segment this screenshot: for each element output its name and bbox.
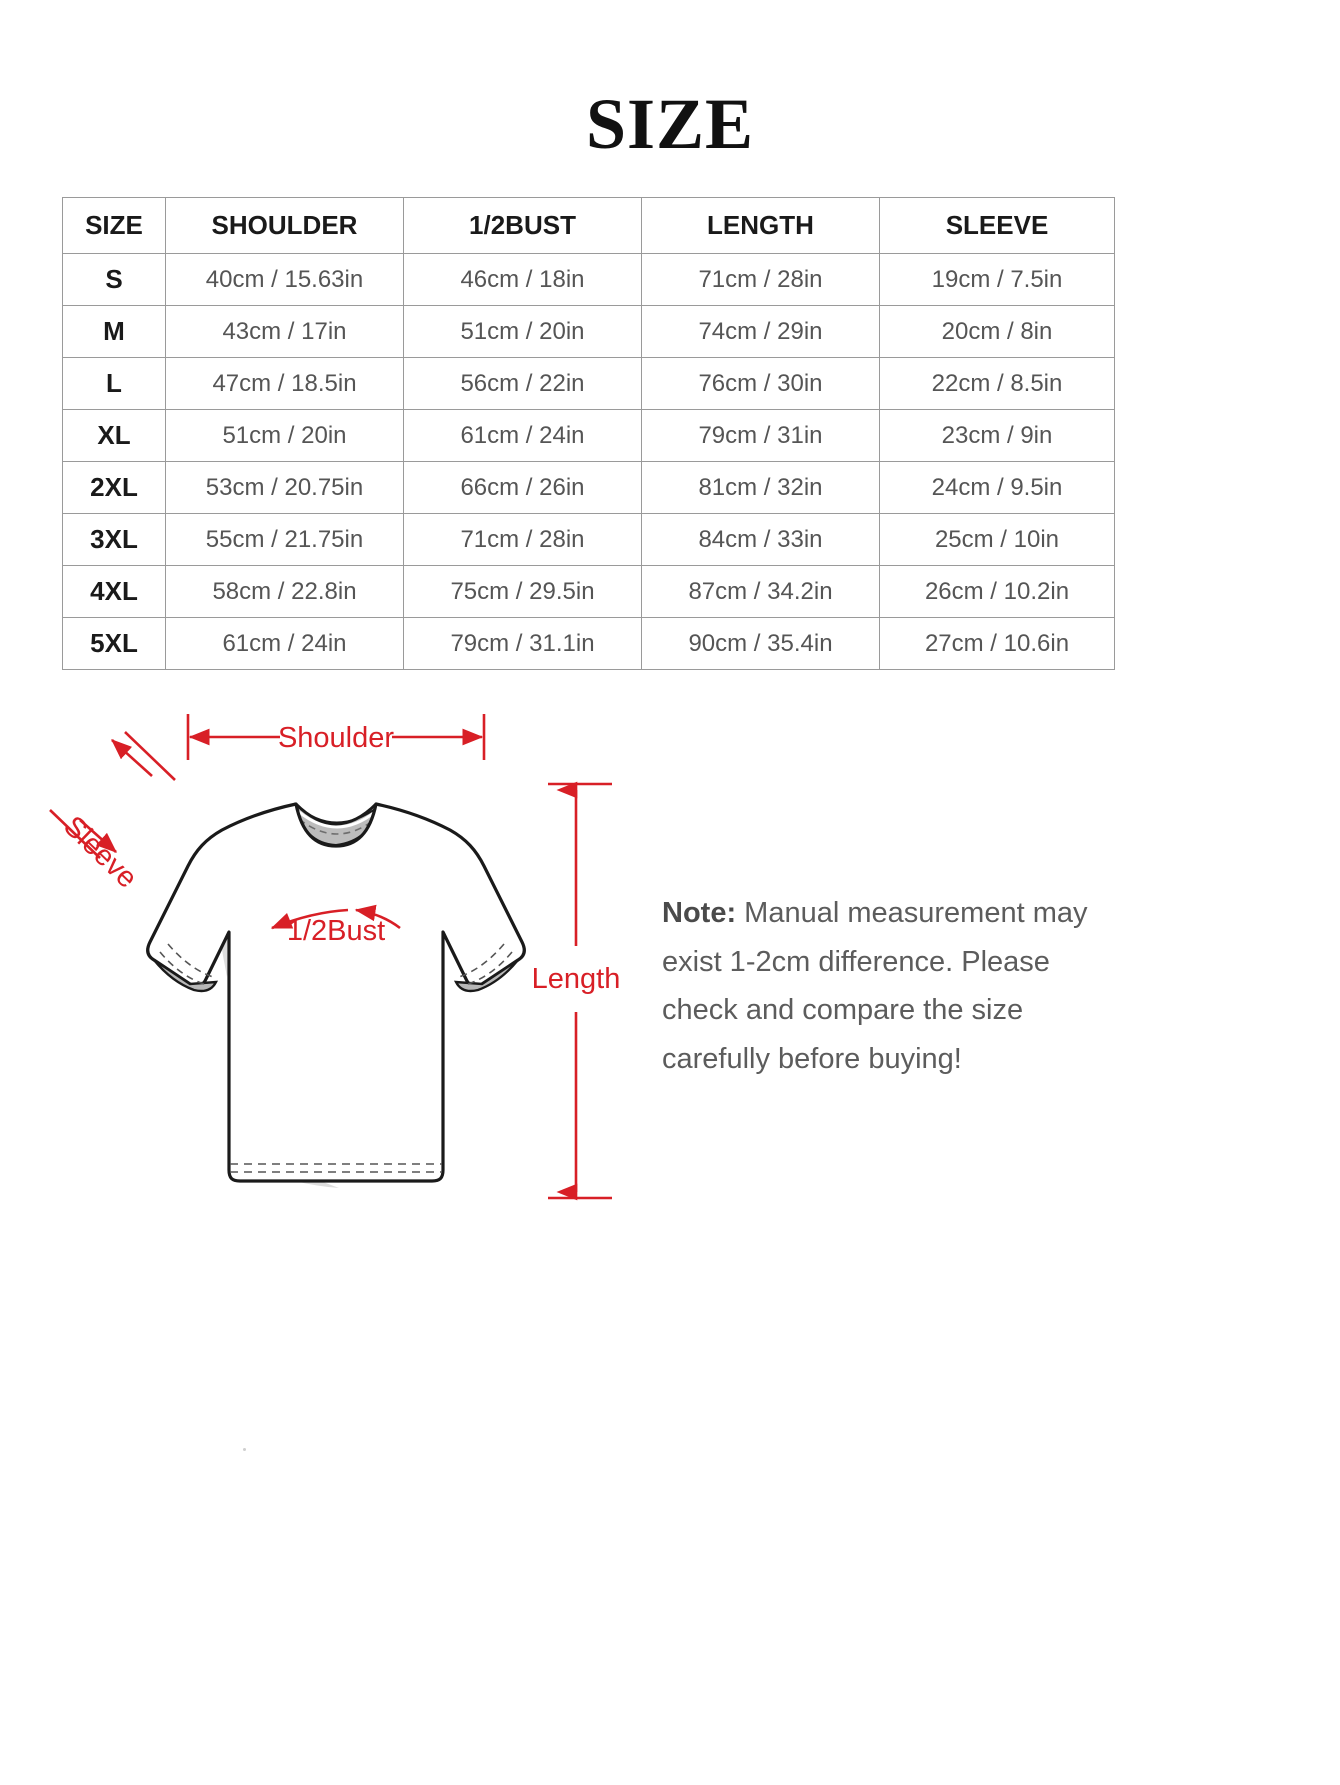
page-title: SIZE [585, 84, 755, 164]
length-measurement-annotation: Length [520, 760, 660, 1220]
column-header-bust: 1/2BUST [403, 197, 642, 254]
sleeve-measurement-annotation [49, 731, 176, 859]
cell-length: 76cm / 30in [641, 357, 880, 410]
cell-sleeve: 20cm / 8in [879, 305, 1115, 358]
tshirt-measurement-diagram: Shoulder Sleeve 1/2Bust [40, 700, 660, 1230]
table-row: 2XL 53cm / 20.75in 66cm / 26in 81cm / 32… [62, 461, 1115, 514]
cell-shoulder: 47cm / 18.5in [165, 357, 404, 410]
size-chart-table: SIZE SHOULDER 1/2BUST LENGTH SLEEVE S 40… [62, 197, 1115, 670]
cell-sleeve: 26cm / 10.2in [879, 565, 1115, 618]
table-row: 4XL 58cm / 22.8in 75cm / 29.5in 87cm / 3… [62, 565, 1115, 618]
note-label: Note: [662, 897, 737, 929]
column-header-shoulder: SHOULDER [165, 197, 404, 254]
cell-shoulder: 43cm / 17in [165, 305, 404, 358]
table-header-row: SIZE SHOULDER 1/2BUST LENGTH SLEEVE [62, 197, 1115, 254]
cell-size: XL [62, 409, 166, 462]
cell-sleeve: 25cm / 10in [879, 513, 1115, 566]
table-row: S 40cm / 15.63in 46cm / 18in 71cm / 28in… [62, 253, 1115, 306]
shoulder-label: Shoulder [278, 722, 394, 754]
cell-length: 81cm / 32in [641, 461, 880, 514]
cell-size: 4XL [62, 565, 166, 618]
table-row: 3XL 55cm / 21.75in 71cm / 28in 84cm / 33… [62, 513, 1115, 566]
cell-bust: 61cm / 24in [403, 409, 642, 462]
column-header-sleeve: SLEEVE [879, 197, 1115, 254]
cell-size: S [62, 253, 166, 306]
cell-size: 2XL [62, 461, 166, 514]
cell-size: 5XL [62, 617, 166, 670]
cell-length: 74cm / 29in [641, 305, 880, 358]
cell-bust: 66cm / 26in [403, 461, 642, 514]
stray-mark [243, 1448, 246, 1451]
cell-sleeve: 23cm / 9in [879, 409, 1115, 462]
cell-length: 71cm / 28in [641, 253, 880, 306]
cell-bust: 46cm / 18in [403, 253, 642, 306]
table-row: M 43cm / 17in 51cm / 20in 74cm / 29in 20… [62, 305, 1115, 358]
cell-shoulder: 61cm / 24in [165, 617, 404, 670]
cell-sleeve: 22cm / 8.5in [879, 357, 1115, 410]
shoulder-measurement-annotation [186, 714, 486, 760]
cell-size: 3XL [62, 513, 166, 566]
note-text: Manual measurement may exist 1-2cm diffe… [662, 897, 1088, 1076]
cell-length: 79cm / 31in [641, 409, 880, 462]
cell-shoulder: 55cm / 21.75in [165, 513, 404, 566]
cell-shoulder: 53cm / 20.75in [165, 461, 404, 514]
cell-bust: 75cm / 29.5in [403, 565, 642, 618]
measurement-note: Note: Manual measurement may exist 1-2cm… [662, 889, 1112, 1084]
sleeve-label: Sleeve [57, 810, 143, 895]
tshirt-illustration [146, 802, 526, 1188]
cell-sleeve: 24cm / 9.5in [879, 461, 1115, 514]
column-header-size: SIZE [62, 197, 166, 254]
table-row: XL 51cm / 20in 61cm / 24in 79cm / 31in 2… [62, 409, 1115, 462]
cell-size: M [62, 305, 166, 358]
cell-bust: 56cm / 22in [403, 357, 642, 410]
column-header-length: LENGTH [641, 197, 880, 254]
table-row: 5XL 61cm / 24in 79cm / 31.1in 90cm / 35.… [62, 617, 1115, 670]
table-body: S 40cm / 15.63in 46cm / 18in 71cm / 28in… [62, 253, 1115, 670]
cell-bust: 71cm / 28in [403, 513, 642, 566]
cell-shoulder: 58cm / 22.8in [165, 565, 404, 618]
cell-shoulder: 51cm / 20in [165, 409, 404, 462]
cell-shoulder: 40cm / 15.63in [165, 253, 404, 306]
cell-bust: 79cm / 31.1in [403, 617, 642, 670]
table-header: SIZE SHOULDER 1/2BUST LENGTH SLEEVE [62, 197, 1115, 254]
half-bust-label: 1/2Bust [287, 915, 385, 947]
table-row: L 47cm / 18.5in 56cm / 22in 76cm / 30in … [62, 357, 1115, 410]
cell-sleeve: 27cm / 10.6in [879, 617, 1115, 670]
cell-length: 84cm / 33in [641, 513, 880, 566]
size-chart-table-container: SIZE SHOULDER 1/2BUST LENGTH SLEEVE S 40… [62, 197, 1115, 670]
cell-sleeve: 19cm / 7.5in [879, 253, 1115, 306]
length-label: Length [532, 963, 621, 995]
cell-length: 90cm / 35.4in [641, 617, 880, 670]
cell-size: L [62, 357, 166, 410]
half-bust-measurement-annotation [270, 904, 401, 930]
cell-bust: 51cm / 20in [403, 305, 642, 358]
cell-length: 87cm / 34.2in [641, 565, 880, 618]
